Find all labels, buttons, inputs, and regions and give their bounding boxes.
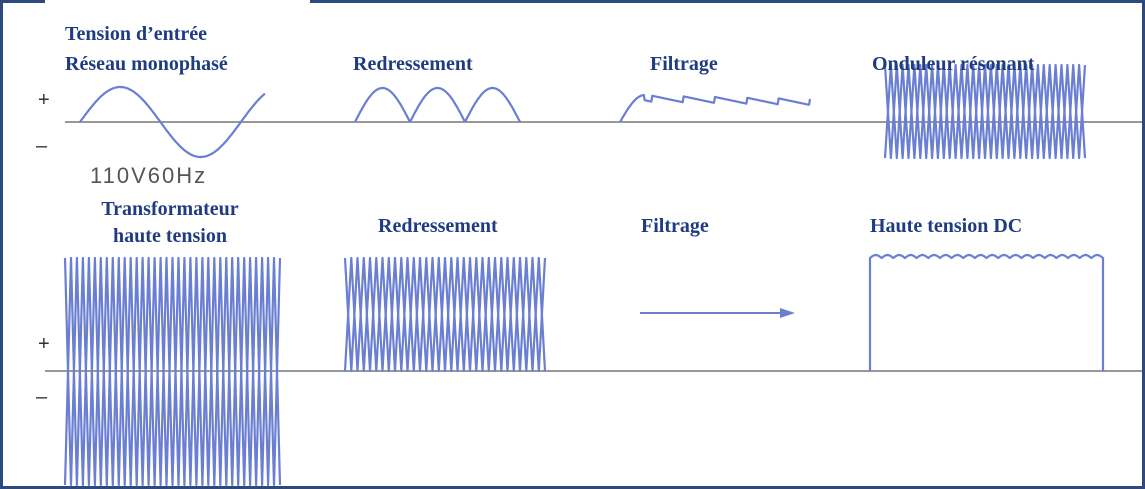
label: Tension d’entrée	[65, 23, 207, 45]
inverter-wave	[883, 63, 1087, 160]
title-tab	[45, 0, 310, 46]
label: Filtrage	[650, 53, 718, 75]
label: Réseau monophasé	[65, 53, 228, 75]
label: Redressement	[378, 215, 498, 237]
transformer-wave	[63, 256, 282, 487]
label: Haute tension DC	[870, 215, 1022, 237]
label: Redressement	[353, 53, 473, 75]
inverter-wave	[883, 63, 1087, 160]
rectified-hf-wave	[343, 256, 547, 373]
rectified-hf-wave	[343, 256, 547, 373]
label: 110V60Hz	[90, 163, 207, 188]
label: Onduleur résonant	[872, 53, 1035, 75]
plus: +	[38, 89, 50, 111]
rectified-wave	[354, 86, 521, 123]
label: Transformateur	[101, 198, 238, 220]
dc-wave	[868, 253, 1105, 371]
plus: +	[38, 333, 50, 355]
transformer-wave	[63, 256, 282, 487]
minus: –	[36, 135, 48, 157]
filtered-wave	[619, 93, 812, 123]
minus: –	[36, 386, 48, 408]
sine-wave	[79, 85, 266, 159]
label: Filtrage	[641, 215, 709, 237]
arrow-head	[780, 308, 795, 318]
label: haute tension	[113, 225, 227, 247]
